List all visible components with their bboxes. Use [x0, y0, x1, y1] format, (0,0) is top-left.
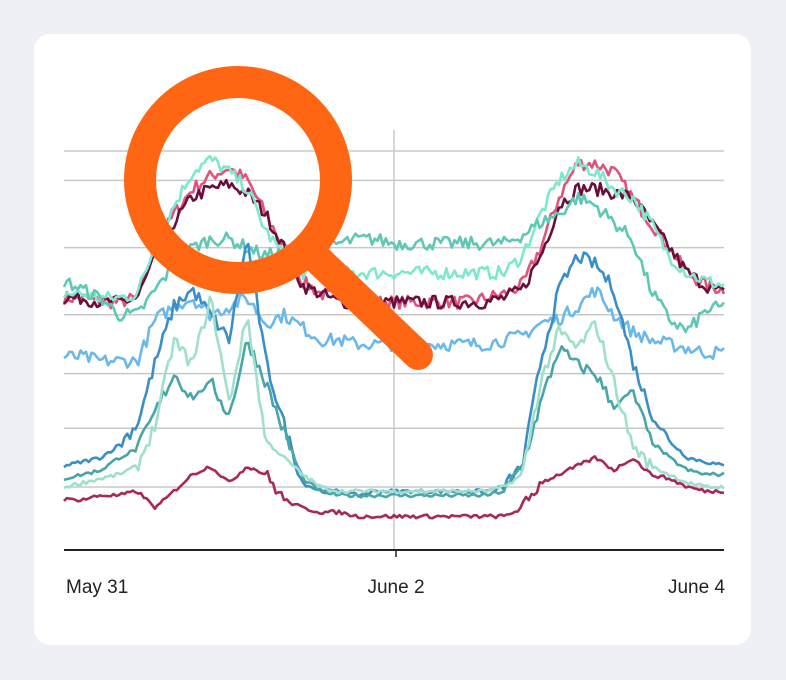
gridlines [64, 130, 724, 550]
x-tick-label: May 31 [66, 577, 128, 598]
series-line [62, 154, 725, 303]
series-line [63, 455, 724, 520]
magnifying-glass-icon [124, 66, 433, 370]
series-line [63, 341, 725, 499]
x-tick-label: June 2 [367, 577, 424, 598]
x-tick-label: June 4 [668, 577, 725, 598]
series-lines [62, 154, 726, 520]
series-line [63, 178, 725, 310]
series-line [62, 158, 726, 311]
x-tick-labels: May 31 June 2 June 4 [66, 577, 725, 598]
series-line [63, 295, 725, 495]
